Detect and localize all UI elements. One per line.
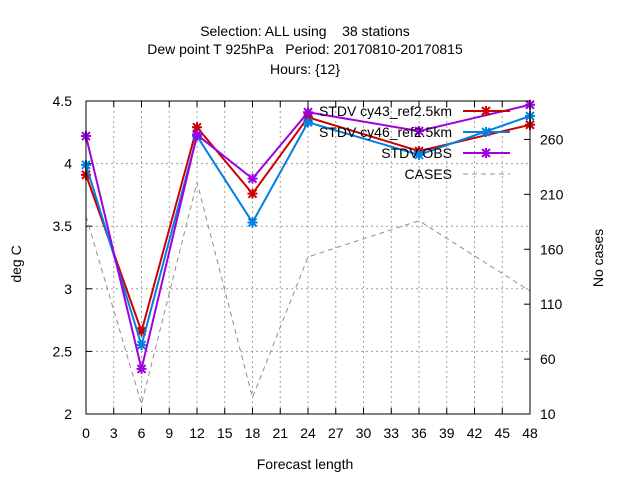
x-tick-label: 21: [272, 425, 288, 441]
series-line: [85, 115, 531, 349]
y2-tick-label: 110: [540, 296, 563, 312]
x-tick-label: 18: [245, 425, 261, 441]
y-tick-label: 3.5: [53, 218, 73, 234]
y-tick-label: 4: [64, 156, 72, 172]
data-point: [303, 107, 313, 118]
legend-label: STDV OBS: [381, 145, 452, 161]
series-line: [85, 116, 531, 335]
y2-axis-label: No cases: [590, 229, 606, 287]
x-tick-label: 3: [110, 425, 118, 441]
x-tick-label: 12: [189, 425, 205, 441]
y2-tick-label: 260: [540, 131, 564, 147]
x-tick-label: 45: [494, 425, 510, 441]
legend-label: STDV cy46_ref2.5km: [319, 124, 452, 140]
legend-label: CASES: [405, 166, 452, 182]
data-point: [192, 122, 202, 133]
y2-tick-label: 210: [540, 186, 564, 202]
x-tick-label: 24: [300, 425, 316, 441]
x-tick-label: 36: [411, 425, 427, 441]
x-axis-ticks: 0 3 6 9 12 15 18 21 24 27 30 33 36 39 42 45 48: [82, 101, 538, 441]
legend-marker: [481, 106, 491, 116]
x-tick-label: 30: [356, 425, 372, 441]
chart-title-line-1: Selection: ALL using 38 stations: [200, 23, 410, 39]
chart-title-line-2: Dew point T 925hPa Period: 20170810-2017…: [147, 41, 463, 57]
data-point: [136, 326, 147, 337]
y-tick-label: 4.5: [53, 93, 73, 109]
y2-tick-label: 160: [540, 241, 564, 257]
plot-frame: [85, 100, 531, 415]
legend-marker: [481, 127, 491, 137]
chart-title-line-3: Hours: {12}: [270, 61, 340, 77]
x-tick-label: 15: [217, 425, 233, 441]
data-point: [247, 173, 258, 184]
legend-marker: [481, 148, 491, 158]
x-tick-label: 9: [165, 425, 173, 441]
y-tick-label: 3: [64, 281, 72, 297]
x-tick-label: 48: [522, 425, 538, 441]
data-point: [414, 126, 424, 137]
y-tick-label: 2: [64, 406, 72, 422]
y-axis-label: deg C: [8, 245, 24, 282]
x-tick-label: 42: [467, 425, 483, 441]
x-tick-label: 39: [439, 425, 455, 441]
grid: [86, 101, 530, 414]
y-tick-label: 2.5: [53, 343, 73, 359]
y2-tick-label: 60: [540, 351, 556, 367]
x-tick-label: 6: [138, 425, 146, 441]
x-tick-label: 27: [328, 425, 344, 441]
x-axis-label: Forecast length: [257, 456, 354, 472]
x-tick-label: 33: [383, 425, 399, 441]
y2-tick-label: 10: [540, 406, 556, 422]
y2-axis-ticks: 10 60 110 160 210 260: [524, 131, 564, 422]
data-point: [136, 363, 147, 374]
legend: STDV cy43_ref2.5km STDV cy46_ref2.5km STDV…: [319, 103, 510, 182]
data-point: [247, 188, 258, 199]
data-point: [414, 149, 424, 160]
legend-label: STDV cy43_ref2.5km: [319, 103, 452, 119]
x-tick-label: 0: [82, 425, 90, 441]
data-point: [247, 217, 258, 228]
data-point: [303, 117, 313, 128]
data-point: [136, 340, 147, 351]
data-point: [303, 112, 313, 123]
data-point: [192, 129, 202, 140]
